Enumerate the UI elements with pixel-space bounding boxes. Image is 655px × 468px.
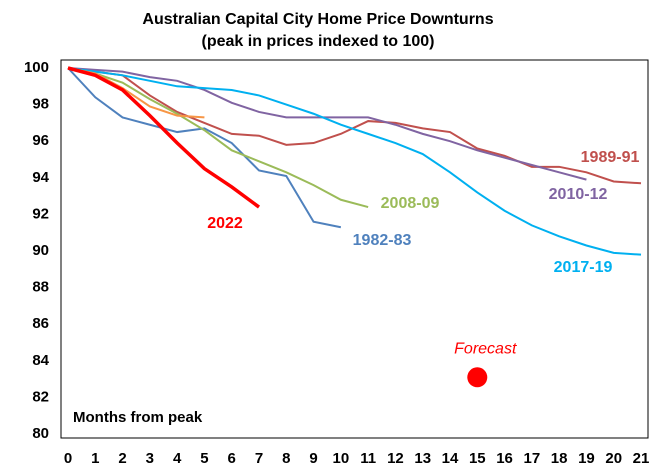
series-label: 1982-83 [353,232,412,249]
x-tick-label: 2 [118,450,126,467]
y-tick-label: 82 [32,388,49,405]
x-tick-label: 11 [360,450,376,467]
x-axis-label: Months from peak [73,409,203,426]
forecast-point [467,367,488,388]
x-tick-label: 17 [524,450,541,467]
x-tick-label: 1 [91,450,99,467]
series-label: 2008-09 [381,195,440,212]
plot-frame [60,59,649,439]
x-tick-label: 16 [496,450,513,467]
series-label: 2010-12 [549,186,608,203]
series-line [67,67,342,229]
x-tick-label: 3 [146,450,154,467]
forecast-label: Forecast [454,340,517,357]
x-tick-label: 21 [633,450,650,467]
x-tick-label: 6 [228,450,236,467]
x-tick-label: 5 [200,450,208,467]
x-tick-label: 7 [255,450,263,467]
x-tick-label: 10 [333,450,350,467]
x-tick-label: 20 [605,450,622,467]
y-tick-label: 84 [32,352,49,369]
y-tick-label: 88 [32,279,49,296]
x-tick-label: 15 [469,450,486,467]
y-tick-label: 80 [32,425,49,442]
chart-subtitle: (peak in prices indexed to 100) [202,33,435,50]
y-tick-label: 90 [32,242,49,259]
x-tick-label: 12 [387,450,404,467]
series-label: 1989-91 [581,149,640,166]
x-tick-label: 9 [309,450,317,467]
series-label: 2022 [207,215,243,232]
series-label: 2017-19 [554,259,613,276]
y-tick-label: 94 [32,169,49,186]
x-tick-label: 13 [414,450,431,467]
y-tick-label: 92 [32,205,49,222]
y-tick-label: 100 [24,59,49,76]
x-tick-label: 19 [578,450,595,467]
x-tick-label: 14 [442,450,459,467]
series-line [67,67,642,256]
x-tick-label: 4 [173,450,182,467]
y-tick-label: 96 [32,132,49,149]
series-line [67,66,261,209]
x-tick-label: 0 [64,450,72,467]
x-tick-label: 8 [282,450,290,467]
series-line [67,67,642,185]
series-line [67,67,587,181]
y-tick-label: 86 [32,315,49,332]
x-tick-label: 18 [551,450,568,467]
chart-title: Australian Capital City Home Price Downt… [142,11,493,28]
y-tick-label: 98 [32,96,49,113]
series-line [67,67,369,209]
